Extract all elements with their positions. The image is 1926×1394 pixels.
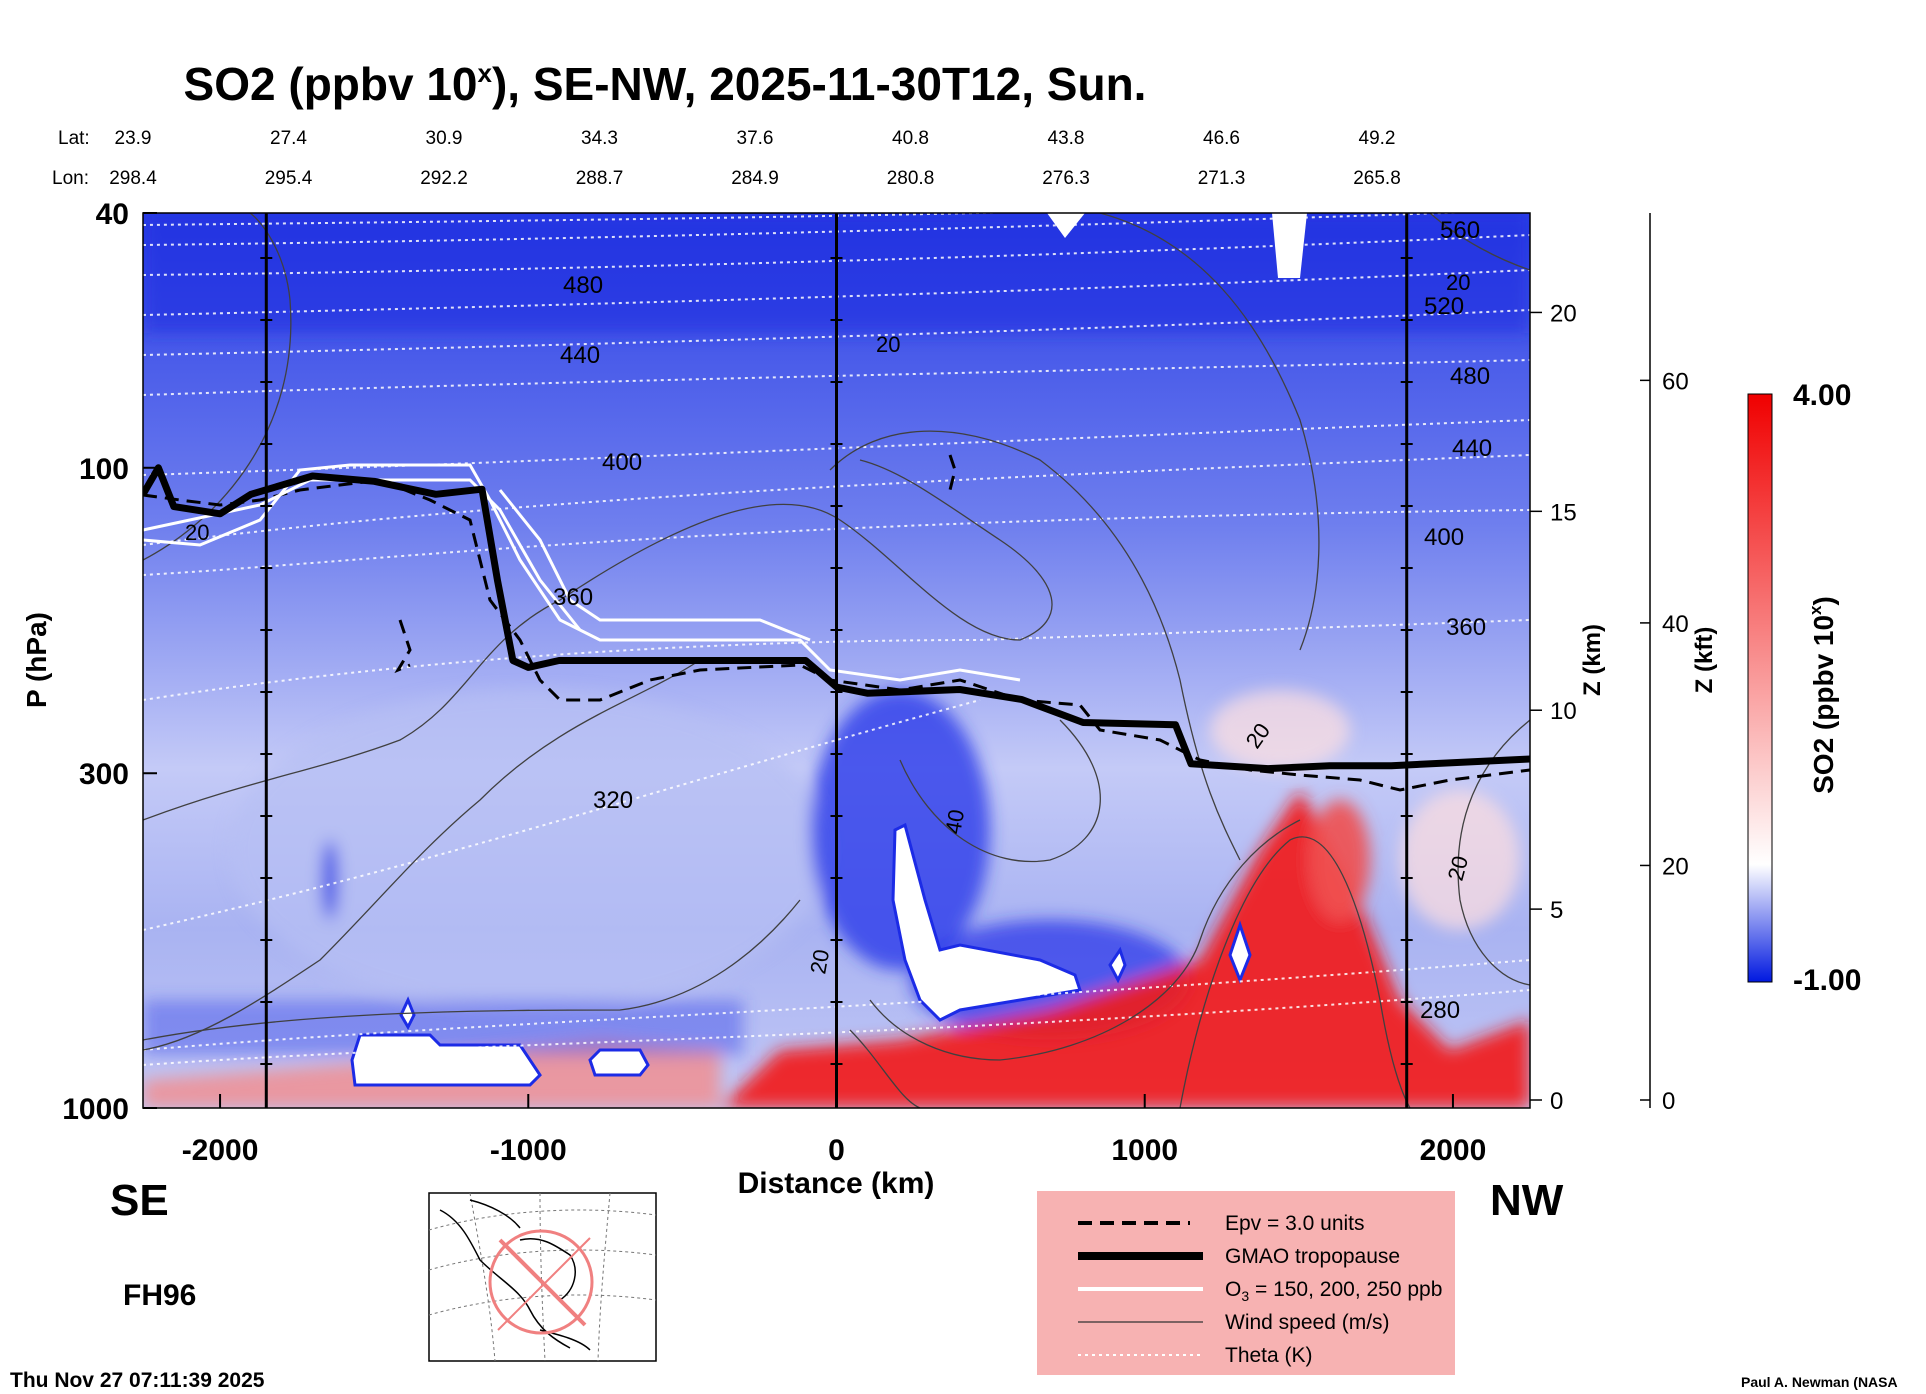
lon-value: 292.2 [420, 168, 468, 189]
lat-value: 43.8 [1048, 128, 1085, 149]
z-km-tick-label: 15 [1550, 499, 1577, 526]
transect-line [498, 1238, 587, 1327]
colorbar-min: -1.00 [1793, 964, 1861, 997]
theta-label-280: 280 [1420, 997, 1460, 1024]
wind-label-2: 20 [876, 332, 900, 357]
theta-label-520: 520 [1424, 293, 1464, 320]
lon-value: 288.7 [576, 168, 624, 189]
lon-value: 280.8 [887, 168, 935, 189]
lat-value: 27.4 [270, 128, 307, 149]
z-kft-axis: 0 20 40 60 [1640, 213, 1689, 1115]
p-tick-label: 100 [79, 453, 129, 486]
colorbar [1747, 393, 1773, 983]
lat-value: 46.6 [1203, 128, 1240, 149]
y-axis-label: P (hPa) [21, 612, 52, 708]
x-tick-label: -1000 [490, 1134, 567, 1167]
z-km-tick-label: 5 [1550, 897, 1563, 924]
theta-label-480b: 480 [1450, 363, 1490, 390]
wind-label-3: 20 [1446, 270, 1470, 295]
colorbar-max: 4.00 [1793, 379, 1851, 412]
p-tick-label: 1000 [62, 1093, 129, 1126]
timestamp: Thu Nov 27 07:11:39 2025 [10, 1369, 265, 1392]
lat-value: 30.9 [426, 128, 463, 149]
lon-value: 271.3 [1198, 168, 1246, 189]
x-tick-label: 2000 [1420, 1134, 1487, 1167]
z-kft-label: Z (kft) [1691, 627, 1718, 694]
wind-label-5: 20 [805, 947, 834, 975]
legend-theta: Theta (K) [1225, 1344, 1313, 1367]
legend-tropopause: GMAO tropopause [1225, 1245, 1400, 1268]
wind-speed-contours [143, 213, 1530, 1108]
nw-label: NW [1490, 1176, 1564, 1225]
lat-value: 34.3 [581, 128, 618, 149]
theta-label-440: 440 [560, 342, 600, 369]
legend-ozone: O3 = 150, 200, 250 ppb [1225, 1278, 1442, 1304]
x-tick-label: 1000 [1111, 1134, 1178, 1167]
z-km-tick-label: 10 [1550, 698, 1577, 725]
legend: Epv = 3.0 units GMAO tropopause O3 = 150… [1037, 1191, 1455, 1375]
pressure-axis: 40 100 300 1000 [62, 198, 157, 1126]
lat-row-label: Lat: [58, 128, 90, 149]
legend-wind: Wind speed (m/s) [1225, 1311, 1390, 1334]
wind-label-4: 40 [940, 807, 969, 835]
lon-value: 265.8 [1353, 168, 1401, 189]
z-kft-tick-label: 40 [1662, 611, 1689, 638]
z-km-label: Z (km) [1579, 624, 1606, 696]
credit: Paul A. Newman (NASA [1741, 1374, 1898, 1390]
colorbar-label: SO2 (ppbv 10x) [1806, 596, 1839, 794]
theta-label-560: 560 [1440, 217, 1480, 244]
z-km-tick-label: 20 [1550, 300, 1577, 327]
theta-label-360: 360 [553, 584, 593, 611]
theta-label-320: 320 [593, 787, 633, 814]
x-tick-label: 0 [828, 1134, 845, 1167]
coastline-icon [439, 1199, 591, 1351]
lon-row-label: Lon: [52, 168, 89, 189]
z-kft-tick-label: 20 [1662, 853, 1689, 880]
forecast-hour: FH96 [123, 1279, 196, 1312]
lon-value: 298.4 [109, 168, 157, 189]
theta-label-440b: 440 [1452, 435, 1492, 462]
lon-value: 295.4 [265, 168, 313, 189]
gmao-tropopause-line [143, 464, 1530, 773]
x-axis: -2000 -1000 0 1000 2000 [182, 1094, 1487, 1167]
ozone-contours [143, 463, 1021, 682]
p-tick-label: 40 [96, 198, 129, 231]
lon-value: 276.3 [1042, 168, 1090, 189]
legend-epv: Epv = 3.0 units [1225, 1212, 1365, 1235]
se-label: SE [110, 1176, 169, 1225]
x-axis-label: Distance (km) [738, 1167, 935, 1200]
z-km-tick-label: 0 [1550, 1088, 1563, 1115]
position-markers [260, 213, 1413, 1108]
wind-label-1: 20 [185, 520, 209, 545]
inset-map [428, 1192, 657, 1362]
z-km-axis: 0 5 10 15 20 [1530, 300, 1577, 1115]
p-tick-label: 300 [79, 758, 129, 791]
z-kft-tick-label: 60 [1662, 368, 1689, 395]
lat-value: 40.8 [892, 128, 929, 149]
z-kft-tick-label: 0 [1662, 1088, 1675, 1115]
theta-label-400: 400 [602, 449, 642, 476]
chart-title: SO2 (ppbv 10x), SE-NW, 2025-11-30T12, Su… [184, 58, 1147, 110]
theta-contours [143, 213, 1530, 1066]
theta-label-360b: 360 [1446, 614, 1486, 641]
lat-value: 23.9 [115, 128, 152, 149]
lat-value: 37.6 [737, 128, 774, 149]
theta-label-480: 480 [563, 272, 603, 299]
lat-value: 49.2 [1359, 128, 1396, 149]
region-circle [488, 1229, 594, 1335]
lon-value: 284.9 [731, 168, 779, 189]
lat-lon-labels: 23.9 298.4 27.4 295.4 30.9 292.2 34.3 288.7 37.6… [109, 128, 1401, 189]
theta-label-400b: 400 [1424, 524, 1464, 551]
x-tick-label: -2000 [182, 1134, 259, 1167]
